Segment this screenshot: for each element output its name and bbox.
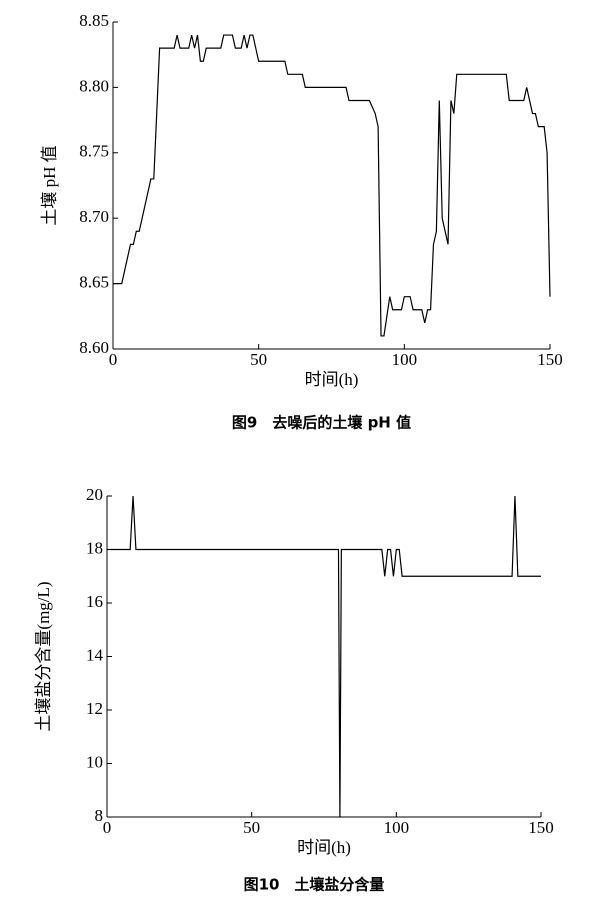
caption: 图9 去噪后的土壤 pH 值: [232, 414, 411, 432]
y-tick-label: 8.65: [79, 273, 109, 292]
y-tick-label: 8.75: [79, 142, 109, 161]
y-tick-label: 16: [86, 592, 103, 611]
y-axis-label: 土壤盐分含量(mg/L): [33, 581, 53, 731]
y-tick-label: 8.70: [79, 207, 109, 226]
data-line: [113, 34, 551, 337]
x-axis-label: 时间(h): [297, 838, 351, 857]
x-tick-label: 0: [103, 818, 112, 837]
y-tick-label: 8.80: [79, 76, 109, 95]
x-tick-label: 100: [384, 818, 410, 837]
x-axis-label: 时间(h): [305, 370, 359, 389]
y-axis-label: 土壤 pH 值: [39, 145, 59, 225]
x-tick-label: 150: [528, 818, 554, 837]
x-tick-label: 50: [250, 350, 267, 369]
y-tick-label: 8: [95, 806, 104, 825]
data-line: [107, 495, 541, 818]
y-tick-label: 8.60: [79, 338, 109, 357]
x-tick-label: 150: [537, 350, 563, 369]
y-tick-label: 18: [86, 538, 103, 557]
x-tick-label: 100: [392, 350, 418, 369]
x-tick-label: 0: [109, 350, 118, 369]
y-tick-label: 20: [86, 485, 103, 504]
y-tick-label: 12: [86, 699, 103, 718]
y-tick-label: 14: [86, 645, 104, 664]
caption: 图10 土壤盐分含量: [244, 876, 385, 894]
y-tick-label: 8.85: [79, 11, 109, 30]
x-tick-label: 50: [243, 818, 260, 837]
y-tick-label: 10: [86, 752, 103, 771]
